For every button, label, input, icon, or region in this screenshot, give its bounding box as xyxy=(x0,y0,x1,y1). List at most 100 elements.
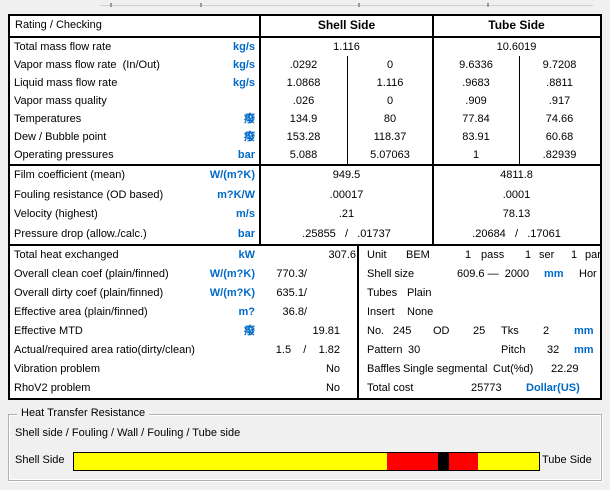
cell-value: 78.13 xyxy=(502,208,531,220)
cell-value: 635.1/ xyxy=(276,287,307,299)
cell-value: 36.8/ xyxy=(282,306,307,318)
row-label: Film coefficient (mean) xyxy=(14,169,126,181)
row-unit: 癈 xyxy=(244,131,255,143)
table-header-row: Rating / Checking Shell Side Tube Side xyxy=(10,16,600,36)
table-row: Pressure drop (allow./calc.) bar .25855 / … xyxy=(10,225,600,245)
resistance-segment-fouling-tube xyxy=(449,453,479,470)
resistance-segment-shell-side xyxy=(74,453,388,470)
text-token: None xyxy=(407,306,434,318)
text-token: BEM xyxy=(406,249,430,261)
table-row: Temperatures 癈 134.9 80 77.84 74.66 xyxy=(10,110,600,128)
row-label: Operating pressures xyxy=(14,149,114,161)
row-label: Actual/required area ratio(dirty/clean) xyxy=(14,344,195,356)
text-token: mm xyxy=(574,344,594,356)
row-label: Liquid mass flow rate xyxy=(14,77,118,89)
text-token: 32 xyxy=(547,344,560,356)
shell-tube-divider xyxy=(432,16,434,246)
table-row: Pattern 30 Pitch 32 mm xyxy=(359,341,600,360)
text-token: OD xyxy=(433,325,450,337)
cell-value: 1.0868 xyxy=(286,77,321,89)
cell-value: 5.07063 xyxy=(370,149,410,161)
cell-value: .25855 / .01737 xyxy=(302,227,391,240)
header-shell-side: Shell Side xyxy=(317,18,376,32)
section2-divider xyxy=(10,244,600,246)
text-token: Pattern xyxy=(367,344,403,356)
text-token: par xyxy=(585,249,601,261)
rating-checking-table: Rating / Checking Shell Side Tube Side T… xyxy=(8,14,602,400)
text-token: Pitch xyxy=(501,344,526,356)
row-unit: kg/s xyxy=(232,77,255,89)
table-row: Effective area (plain/finned) m? 36.8/ xyxy=(10,303,600,322)
row-label: Total mass flow rate xyxy=(14,41,112,53)
bar-shell-side-label: Shell Side xyxy=(15,454,65,466)
table-row: No. 245 OD 25 Tks 2 mm xyxy=(359,322,600,341)
row-label: Fouling resistance (OD based) xyxy=(14,188,164,201)
row-unit: kW xyxy=(238,249,256,261)
coefficients-section: Film coefficient (mean) W/(m?K) 949.5 4811.… xyxy=(10,166,600,244)
table-row: Overall clean coef (plain/finned) W/(m?K)… xyxy=(10,265,600,284)
row-unit: W/(m?K) xyxy=(209,268,255,280)
text-token: 1 xyxy=(465,249,472,261)
cell-value: .917 xyxy=(548,95,571,107)
cell-value: 1.116 xyxy=(333,41,360,53)
heat-transfer-resistance-box: Heat Transfer Resistance Shell side / Fo… xyxy=(8,407,602,481)
cell-value: .82939 xyxy=(542,149,577,161)
table-row: Effective MTD 癈 19.81 xyxy=(10,322,600,341)
cell-value: .21 xyxy=(338,208,355,220)
text-token: mm xyxy=(574,325,594,337)
cell-value: 1.5 / 1.82 xyxy=(275,344,340,356)
summary-left-section: Total heat exchanged kW 307.6 Overall clean… xyxy=(10,246,600,398)
shell-inout-divider xyxy=(347,56,348,164)
header-rating-checking: Rating / Checking xyxy=(15,19,102,31)
text-token: 25773 xyxy=(471,382,502,394)
cell-value: 153.28 xyxy=(286,131,321,143)
text-token: 22.29 xyxy=(551,363,579,375)
cell-value: 1.116 xyxy=(376,77,404,89)
row-label: Velocity (highest) xyxy=(14,208,98,220)
cell-value: .20684 / .17061 xyxy=(472,227,561,240)
table-row: Total cost 25773 Dollar(US) xyxy=(359,379,600,398)
tube-inout-divider xyxy=(519,56,520,164)
row-label: Total heat exchanged xyxy=(14,249,119,261)
cropped-ruler-remnant xyxy=(100,3,593,7)
text-token: 1 xyxy=(525,249,532,261)
table-row: Vibration problem No xyxy=(10,360,600,379)
row-unit: W/(m?K) xyxy=(209,169,255,181)
row-label: Effective area (plain/finned) xyxy=(14,306,148,318)
row-unit: m?K/W xyxy=(217,188,255,201)
resistance-segment-fouling-shell xyxy=(387,453,439,470)
text-token: 609.6 — 2000 xyxy=(457,268,530,280)
summary-geometry-divider xyxy=(357,246,359,398)
table-row: Operating pressures bar 5.088 5.07063 1 .8293… xyxy=(10,146,600,164)
resistance-order-caption: Shell side / Fouling / Wall / Fouling / … xyxy=(15,427,241,439)
row-unit: kg/s xyxy=(232,59,255,71)
cell-value: 118.37 xyxy=(373,131,407,143)
cell-value: 949.5 xyxy=(332,169,361,181)
cell-value: .8811 xyxy=(546,77,573,89)
table-row: Total heat exchanged kW 307.6 xyxy=(10,246,600,265)
resistance-stacked-bar xyxy=(73,452,540,471)
table-row: Dew / Bubble point 癈 153.28 118.37 83.91 60.6… xyxy=(10,128,600,146)
row-unit: 癈 xyxy=(244,325,255,337)
cell-value: No xyxy=(325,382,340,394)
stream-data-section: Total mass flow rate kg/s 1.116 10.6019 Vapo… xyxy=(10,38,600,164)
cell-value: .026 xyxy=(292,95,315,107)
text-token: Insert xyxy=(367,306,395,318)
cell-value: 307.6 xyxy=(328,249,356,261)
header-divider xyxy=(10,36,600,38)
text-token: Plain xyxy=(407,287,432,299)
row-unit: m/s xyxy=(236,208,255,220)
cell-value: 9.6336 xyxy=(459,59,493,71)
row-unit: bar xyxy=(237,227,255,240)
row-unit: m? xyxy=(238,306,256,318)
text-token: No. xyxy=(367,325,385,337)
table-row: Actual/required area ratio(dirty/clean) 1… xyxy=(10,341,600,360)
text-token: Baffles xyxy=(367,363,401,375)
table-row: Total mass flow rate kg/s 1.116 10.6019 xyxy=(10,38,600,56)
text-token: 1 xyxy=(571,249,578,261)
row-label: Overall clean coef (plain/finned) xyxy=(14,268,169,280)
row-label: Vapor mass quality xyxy=(14,95,107,107)
cell-value: .0292 xyxy=(289,59,318,71)
table-row: Vapor mass quality .026 0 .909 .917 xyxy=(10,92,600,110)
